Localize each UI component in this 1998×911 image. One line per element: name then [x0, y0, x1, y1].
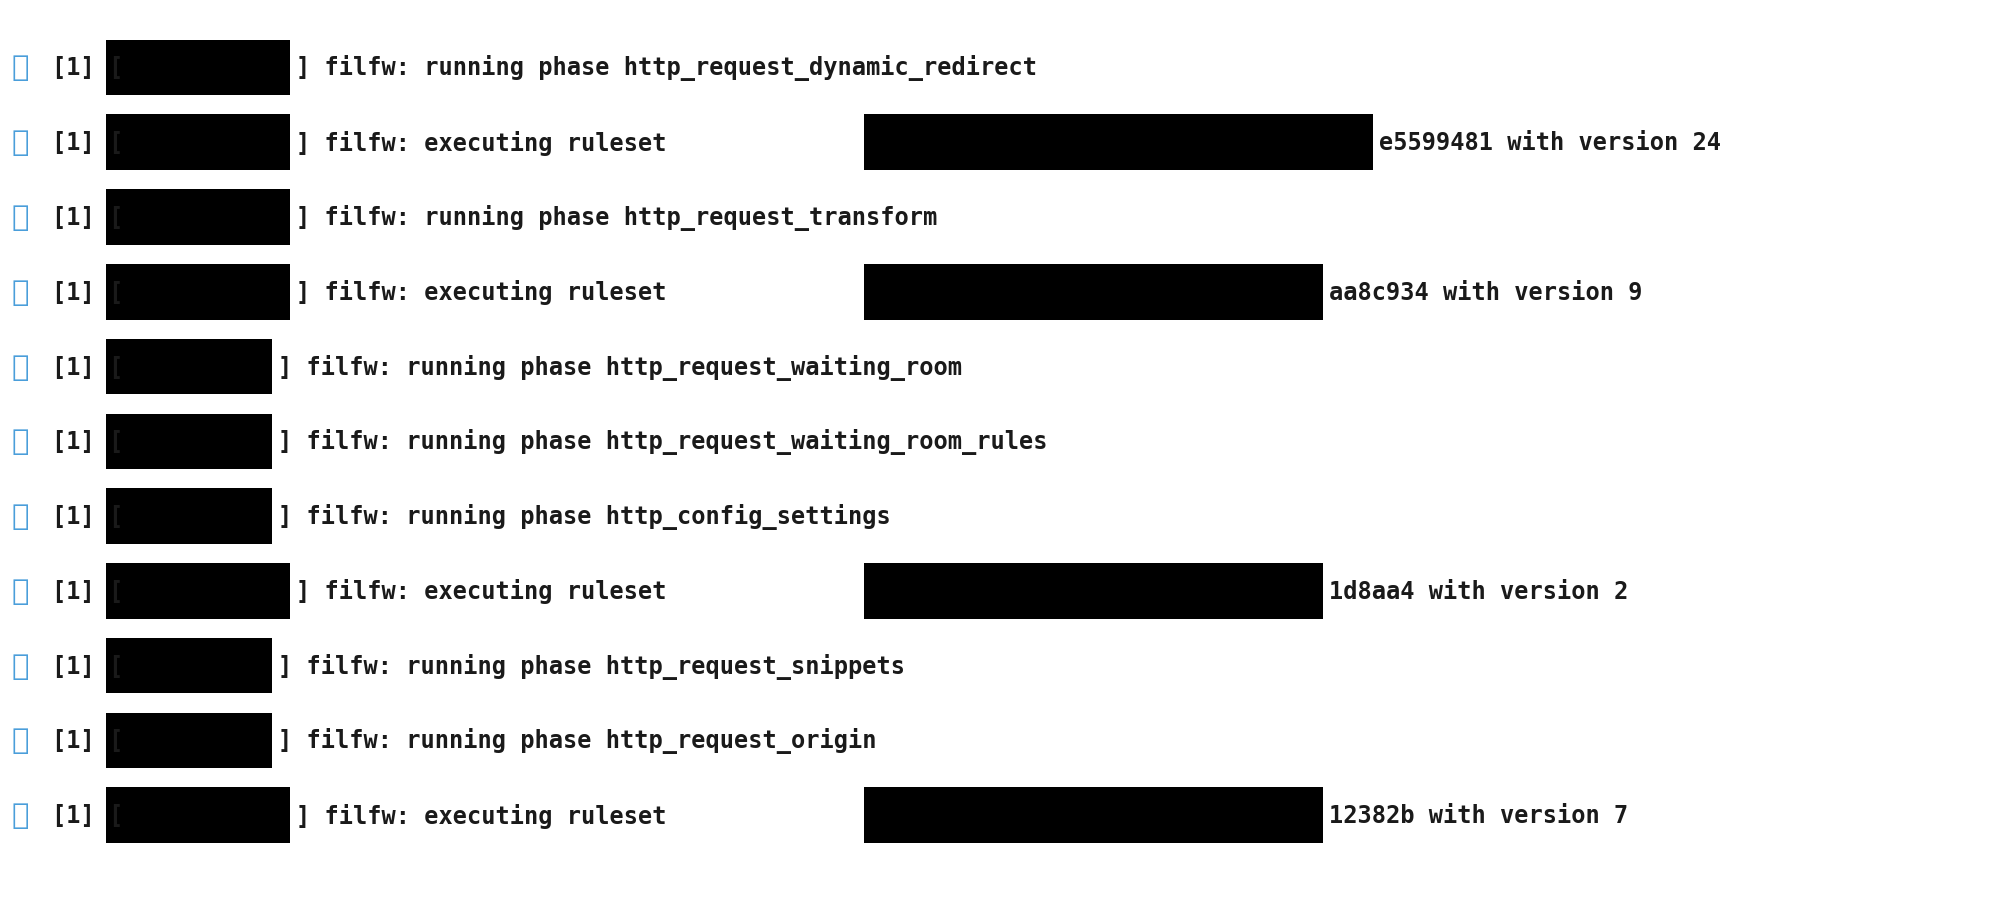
Bar [863, 787, 1323, 844]
Text: ⛓: ⛓ [12, 428, 30, 456]
Text: [1] [: [1] [ [52, 131, 124, 155]
Text: [1] [: [1] [ [52, 355, 124, 379]
Bar [106, 638, 272, 694]
Text: [1] [: [1] [ [52, 505, 124, 528]
Text: ] filfw: running phase http_request_waiting_room: ] filfw: running phase http_request_wait… [278, 354, 961, 380]
Bar [106, 488, 272, 545]
Bar [863, 563, 1323, 619]
Text: ] filfw: running phase http_request_transform: ] filfw: running phase http_request_tran… [296, 205, 937, 230]
Text: [1] [: [1] [ [52, 281, 124, 304]
Text: ⛓: ⛓ [12, 55, 30, 82]
Text: ] filfw: running phase http_request_waiting_room_rules: ] filfw: running phase http_request_wait… [278, 429, 1047, 455]
Text: 12382b with version 7: 12382b with version 7 [1329, 804, 1628, 827]
Text: ⛓: ⛓ [12, 578, 30, 605]
Bar [106, 340, 272, 395]
Text: ] filfw: running phase http_request_dynamic_redirect: ] filfw: running phase http_request_dyna… [296, 56, 1037, 81]
Text: [1] [: [1] [ [52, 430, 124, 454]
Text: ⛓: ⛓ [12, 652, 30, 680]
Text: [1] [: [1] [ [52, 804, 124, 827]
Text: ] filfw: running phase http_request_origin: ] filfw: running phase http_request_orig… [278, 728, 875, 753]
Text: ⛓: ⛓ [12, 503, 30, 530]
Text: ] filfw: executing ruleset: ] filfw: executing ruleset [296, 280, 679, 305]
Bar [863, 264, 1323, 320]
Text: ⛓: ⛓ [12, 204, 30, 231]
Text: ⛓: ⛓ [12, 802, 30, 829]
Text: e5599481 with version 24: e5599481 with version 24 [1379, 131, 1720, 155]
Bar [106, 414, 272, 470]
Text: ] filfw: executing ruleset: ] filfw: executing ruleset [296, 130, 679, 156]
Text: ⛓: ⛓ [12, 727, 30, 754]
Text: 1d8aa4 with version 2: 1d8aa4 with version 2 [1329, 579, 1628, 603]
Text: ⛓: ⛓ [12, 279, 30, 306]
Text: ] filfw: executing ruleset: ] filfw: executing ruleset [296, 803, 679, 828]
Text: [1] [: [1] [ [52, 579, 124, 603]
Bar [106, 712, 272, 769]
Bar [106, 563, 290, 619]
Text: ⛓: ⛓ [12, 129, 30, 157]
Text: [1] [: [1] [ [52, 729, 124, 752]
Bar [106, 264, 290, 320]
Text: ] filfw: running phase http_config_settings: ] filfw: running phase http_config_setti… [278, 504, 891, 529]
Text: ] filfw: running phase http_request_snippets: ] filfw: running phase http_request_snip… [278, 653, 905, 679]
Bar [863, 116, 1373, 171]
Text: ⛓: ⛓ [12, 353, 30, 381]
Bar [106, 116, 290, 171]
Text: [1] [: [1] [ [52, 654, 124, 678]
Text: [1] [: [1] [ [52, 56, 124, 80]
Bar [106, 787, 290, 844]
Text: [1] [: [1] [ [52, 206, 124, 230]
Text: aa8c934 with version 9: aa8c934 with version 9 [1329, 281, 1642, 304]
Text: ] filfw: executing ruleset: ] filfw: executing ruleset [296, 578, 679, 604]
Bar [106, 189, 290, 245]
Bar [106, 40, 290, 96]
